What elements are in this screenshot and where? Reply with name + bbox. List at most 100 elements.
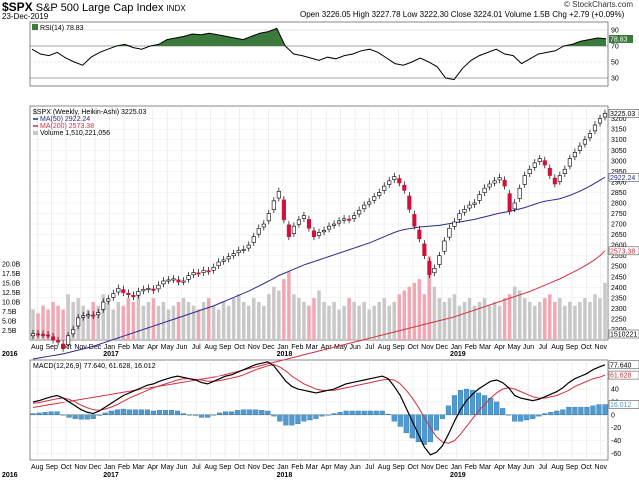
candle-body — [567, 158, 572, 167]
macd-histogram-bar — [572, 406, 578, 415]
last-price-tag-box — [608, 109, 639, 118]
macd-month-label: Jun — [349, 464, 360, 471]
candle-body — [191, 272, 196, 276]
macd-histogram-bar — [391, 414, 397, 422]
price-month-label: Aug — [551, 344, 564, 351]
macd-month-label: Apr — [147, 464, 159, 471]
macd-histogram-bar — [433, 414, 439, 431]
volume-bar — [327, 305, 331, 340]
price-month-label: May — [334, 344, 348, 351]
candle-body — [126, 292, 131, 295]
price-month-label: May — [161, 344, 175, 351]
volume-bar — [588, 301, 592, 340]
macd-histogram-bar — [469, 390, 476, 415]
rsi-last-tag — [609, 34, 633, 43]
macd-month-label: Apr — [321, 464, 333, 471]
volume-bar — [61, 309, 65, 340]
macd-month-label: May — [334, 464, 348, 471]
macd-histogram-bar — [403, 414, 409, 434]
volume-bar — [447, 298, 452, 340]
volume-bar — [282, 279, 286, 340]
volume-bar — [437, 298, 442, 340]
volume-bar — [312, 298, 316, 340]
candle-body — [582, 139, 587, 145]
macd-month-label: Oct — [234, 464, 245, 471]
price-month-label: Sep — [219, 344, 232, 351]
candle-body — [181, 280, 186, 283]
candle-body — [437, 255, 442, 265]
price-tick-label: 3000 — [611, 158, 627, 165]
candle-body — [66, 335, 71, 345]
volume-bar — [442, 301, 447, 340]
volume-bar — [402, 290, 407, 340]
candle-body — [362, 204, 367, 210]
volume-bar — [342, 305, 346, 340]
macd-histogram-bar — [373, 410, 379, 415]
rsi-tick-label: 70 — [611, 44, 619, 51]
volume-bar — [31, 309, 35, 340]
volume-bar — [307, 305, 311, 340]
volume-bar — [397, 294, 402, 340]
macd-month-label: Jul — [365, 464, 374, 471]
volume-tick-label: 7.5B — [2, 309, 17, 316]
volume-bar — [297, 298, 301, 340]
macd-month-label: Jul — [538, 464, 547, 471]
volume-bar — [86, 309, 90, 340]
macd-histogram-bar — [84, 414, 90, 420]
volume-bar — [121, 305, 126, 340]
ma200-line — [32, 250, 606, 408]
candle-body — [597, 118, 603, 124]
macd-month-label: Dec — [436, 464, 449, 471]
volume-bar — [292, 294, 296, 340]
price-tick-label: 2950 — [611, 169, 627, 176]
macd-histogram-bar — [307, 414, 313, 421]
volume-bar — [171, 305, 176, 340]
volume-bar — [221, 301, 226, 340]
candle-body — [256, 227, 261, 235]
candle-body — [111, 293, 116, 298]
candle-body — [231, 253, 236, 257]
candle-body — [241, 249, 246, 251]
volume-bar — [226, 305, 231, 340]
macd-histogram-bar — [36, 412, 42, 415]
exchange: INDX — [166, 4, 186, 13]
chart-date: 23-Dec-2019 — [2, 12, 49, 21]
macd-tick-label: -40 — [611, 438, 621, 445]
volume-bar — [91, 301, 95, 340]
macd-signal-line — [32, 363, 606, 444]
candle-body — [472, 202, 477, 205]
candle-body — [407, 195, 412, 210]
macd-histogram-bar — [379, 410, 385, 415]
candle-body — [572, 152, 577, 158]
candle-body — [517, 187, 522, 199]
macd-month-label: Nov — [421, 464, 434, 471]
price-tick-label: 3150 — [611, 127, 627, 134]
price-month-label: Mar — [132, 344, 145, 351]
volume-tick-label: 5.0B — [2, 318, 17, 325]
volume-bar — [211, 305, 216, 340]
macd-tag-box — [608, 370, 639, 380]
volume-bar — [487, 305, 492, 340]
macd-histogram-bar — [554, 410, 560, 415]
volume-bar — [156, 305, 161, 340]
volume-bar — [111, 309, 116, 340]
volume-bar — [507, 294, 512, 340]
volume-bar — [593, 294, 597, 340]
candle-body — [186, 275, 191, 280]
price-legend: $SPX (Weekly, Heikin-Ashi) 3225.03 — [33, 109, 146, 116]
macd-tag-box — [608, 360, 639, 370]
volume-bar — [332, 301, 336, 340]
macd-histogram-bar — [500, 408, 506, 415]
macd-month-label: Feb — [291, 464, 303, 471]
candle-body — [442, 240, 447, 252]
volume-bar — [56, 305, 60, 340]
macd-histogram-bar — [518, 414, 524, 422]
macd-histogram-bar — [542, 413, 548, 415]
price-month-label: Dec — [262, 344, 275, 351]
macd-tag-box — [608, 400, 639, 409]
macd-histogram-bar — [199, 414, 205, 418]
candle-body — [221, 259, 226, 262]
volume-last-tag: 1510221 — [610, 332, 637, 339]
macd-histogram-bar — [295, 414, 301, 425]
candle-body — [357, 210, 362, 215]
